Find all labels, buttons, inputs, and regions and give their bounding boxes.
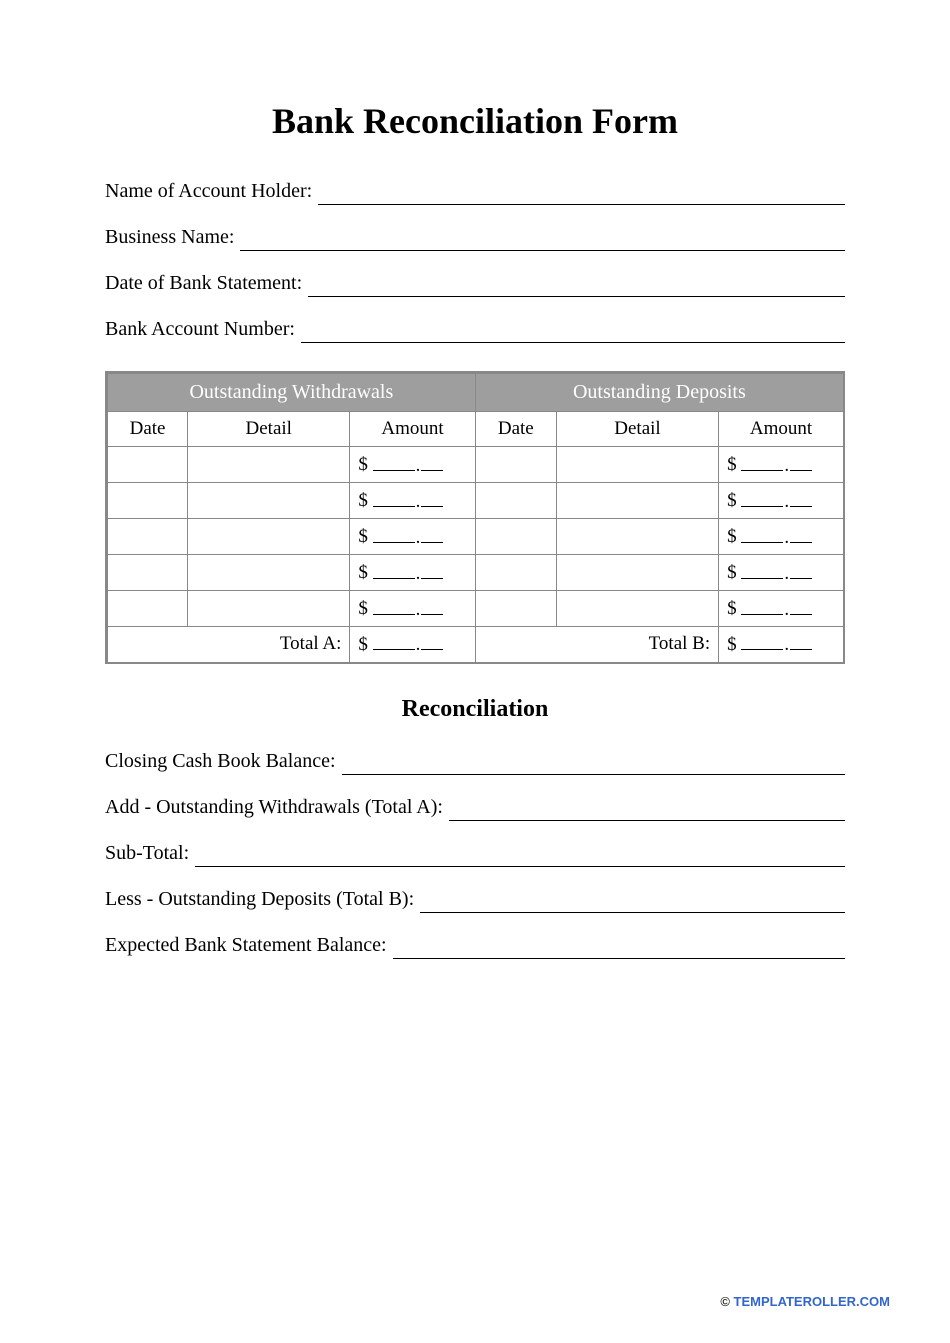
cell-deposits-date[interactable] [475, 447, 556, 483]
input-line-account-number[interactable] [301, 321, 845, 343]
table-body: $ .$ .$ .$ .$ .$ .$ .$ .$ .$ .Total A:$ … [107, 447, 845, 663]
table-row: $ . $ . [107, 519, 845, 555]
cell-deposits-date[interactable] [475, 555, 556, 591]
table-row: $ . $ . [107, 483, 845, 519]
field-account-holder: Name of Account Holder: [105, 177, 845, 205]
table-row: $ . $ . [107, 591, 845, 627]
table-totals-row: Total A:$ .Total B:$ . [107, 627, 845, 663]
label-subtotal: Sub-Total: [105, 839, 189, 867]
input-line-add-withdrawals[interactable] [449, 799, 845, 821]
cell-deposits-detail[interactable] [556, 519, 718, 555]
cell-deposits-detail[interactable] [556, 555, 718, 591]
label-statement-date: Date of Bank Statement: [105, 269, 302, 297]
table-col-header-row: Date Detail Amount Date Detail Amount [107, 412, 845, 447]
page: Bank Reconciliation Form Name of Account… [0, 0, 950, 1343]
cell-deposits-detail[interactable] [556, 591, 718, 627]
field-expected-balance: Expected Bank Statement Balance: [105, 931, 845, 959]
footer-link[interactable]: TEMPLATEROLLER.COM [734, 1294, 890, 1309]
cell-deposits-detail[interactable] [556, 483, 718, 519]
cell-deposits-amount[interactable]: $ . [719, 591, 844, 627]
input-line-statement-date[interactable] [308, 275, 845, 297]
footer-copyright: © [720, 1294, 733, 1309]
col-withdrawals-detail: Detail [188, 412, 350, 447]
cell-withdrawals-detail[interactable] [188, 483, 350, 519]
cell-deposits-amount[interactable]: $ . [719, 555, 844, 591]
cell-withdrawals-detail[interactable] [188, 555, 350, 591]
cell-withdrawals-amount[interactable]: $ . [350, 483, 475, 519]
cell-deposits-date[interactable] [475, 483, 556, 519]
input-line-account-holder[interactable] [318, 183, 845, 205]
label-less-deposits: Less - Outstanding Deposits (Total B): [105, 885, 414, 913]
input-line-business-name[interactable] [240, 229, 845, 251]
cell-deposits-amount[interactable]: $ . [719, 519, 844, 555]
cell-withdrawals-amount[interactable]: $ . [350, 519, 475, 555]
header-deposits: Outstanding Deposits [475, 373, 844, 412]
label-total-b: Total B: [475, 627, 718, 663]
cell-withdrawals-amount[interactable]: $ . [350, 591, 475, 627]
cell-deposits-date[interactable] [475, 519, 556, 555]
cell-withdrawals-date[interactable] [107, 519, 188, 555]
cell-deposits-amount[interactable]: $ . [719, 447, 844, 483]
field-closing-balance: Closing Cash Book Balance: [105, 747, 845, 775]
cell-withdrawals-date[interactable] [107, 555, 188, 591]
cell-total-b-amount[interactable]: $ . [719, 627, 844, 663]
label-business-name: Business Name: [105, 223, 234, 251]
col-withdrawals-date: Date [107, 412, 188, 447]
field-account-number: Bank Account Number: [105, 315, 845, 343]
label-expected-balance: Expected Bank Statement Balance: [105, 931, 387, 959]
cell-total-a-amount[interactable]: $ . [350, 627, 475, 663]
cell-withdrawals-amount[interactable]: $ . [350, 447, 475, 483]
col-deposits-date: Date [475, 412, 556, 447]
label-total-a: Total A: [107, 627, 350, 663]
field-business-name: Business Name: [105, 223, 845, 251]
cell-withdrawals-date[interactable] [107, 447, 188, 483]
input-line-expected-balance[interactable] [393, 937, 845, 959]
field-statement-date: Date of Bank Statement: [105, 269, 845, 297]
cell-withdrawals-date[interactable] [107, 483, 188, 519]
field-less-deposits: Less - Outstanding Deposits (Total B): [105, 885, 845, 913]
label-account-number: Bank Account Number: [105, 315, 295, 343]
cell-withdrawals-detail[interactable] [188, 447, 350, 483]
col-deposits-amount: Amount [719, 412, 844, 447]
input-line-closing-balance[interactable] [342, 753, 845, 775]
cell-withdrawals-amount[interactable]: $ . [350, 555, 475, 591]
outstanding-table-wrap: Outstanding Withdrawals Outstanding Depo… [105, 371, 845, 664]
cell-withdrawals-date[interactable] [107, 591, 188, 627]
cell-deposits-date[interactable] [475, 591, 556, 627]
reconciliation-title: Reconciliation [105, 696, 845, 723]
table-row: $ . $ . [107, 447, 845, 483]
label-account-holder: Name of Account Holder: [105, 177, 312, 205]
col-deposits-detail: Detail [556, 412, 718, 447]
outstanding-table: Outstanding Withdrawals Outstanding Depo… [105, 371, 845, 664]
input-line-less-deposits[interactable] [420, 891, 845, 913]
header-withdrawals: Outstanding Withdrawals [107, 373, 476, 412]
cell-deposits-amount[interactable]: $ . [719, 483, 844, 519]
cell-deposits-detail[interactable] [556, 447, 718, 483]
input-line-subtotal[interactable] [195, 845, 845, 867]
cell-withdrawals-detail[interactable] [188, 519, 350, 555]
cell-withdrawals-detail[interactable] [188, 591, 350, 627]
table-row: $ . $ . [107, 555, 845, 591]
label-add-withdrawals: Add - Outstanding Withdrawals (Total A): [105, 793, 443, 821]
table-group-header-row: Outstanding Withdrawals Outstanding Depo… [107, 373, 845, 412]
col-withdrawals-amount: Amount [350, 412, 475, 447]
field-add-withdrawals: Add - Outstanding Withdrawals (Total A): [105, 793, 845, 821]
page-title: Bank Reconciliation Form [105, 100, 845, 142]
footer: © TEMPLATEROLLER.COM [720, 1294, 890, 1309]
field-subtotal: Sub-Total: [105, 839, 845, 867]
label-closing-balance: Closing Cash Book Balance: [105, 747, 336, 775]
